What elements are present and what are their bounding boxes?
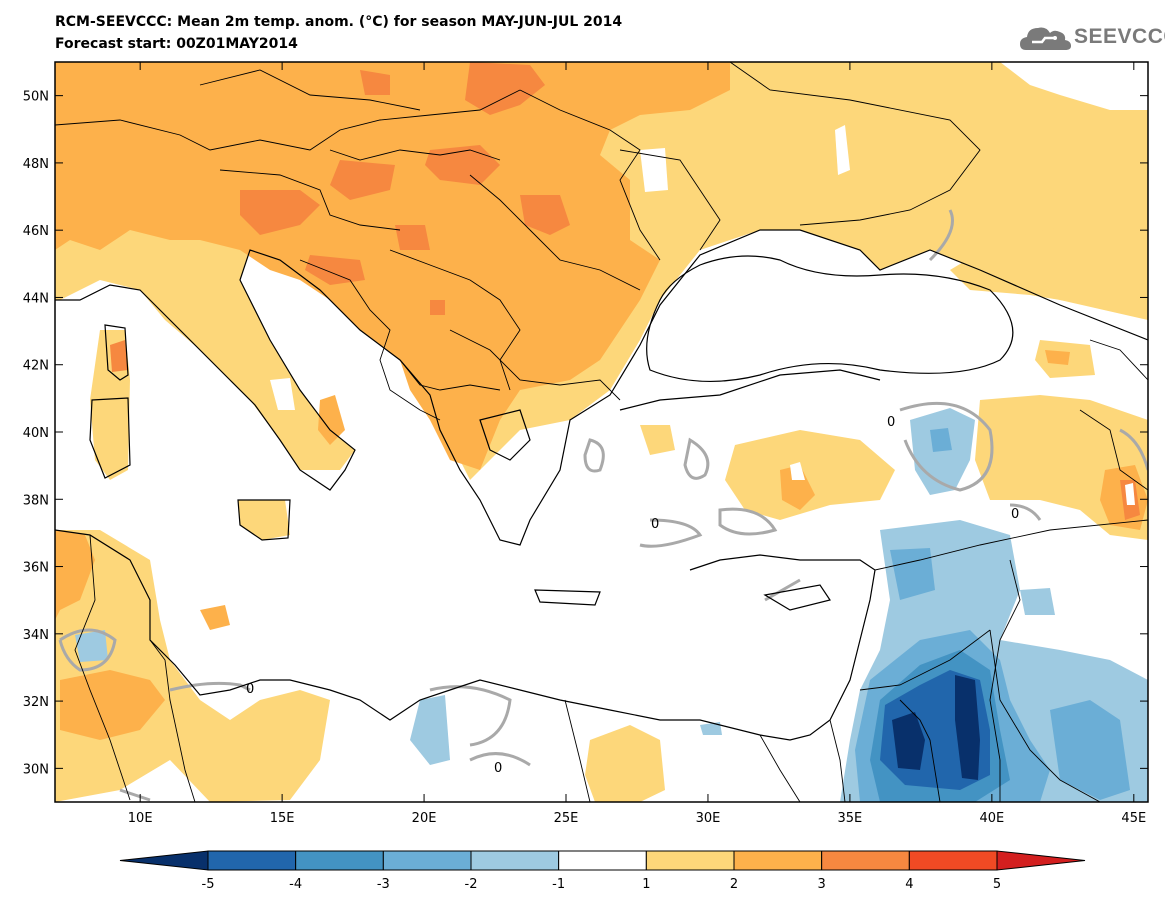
lat-tick-label: 30N bbox=[23, 762, 49, 777]
colorbar-over-triangle bbox=[996, 850, 1086, 871]
longitude-axis: 10E 15E 20E 25E 30E 35E 40E 45E bbox=[128, 62, 1146, 826]
colorbar-label: 4 bbox=[905, 877, 913, 892]
svg-text:0: 0 bbox=[246, 682, 254, 697]
map-field: 0 0 0 0 0 bbox=[55, 62, 1148, 802]
colorbar-segment bbox=[295, 850, 384, 871]
colorbar-label: -5 bbox=[202, 877, 215, 892]
lat-tick-label: 42N bbox=[23, 359, 49, 374]
colorbar-segment bbox=[470, 850, 560, 871]
latitude-axis: 50N 48N 46N 44N 42N 40N 38N 36N 34N 32N 30N bbox=[23, 90, 1148, 777]
svg-text:0: 0 bbox=[887, 415, 895, 430]
lat-tick-label: 50N bbox=[23, 90, 49, 105]
zero-contours bbox=[58, 209, 1148, 802]
lat-tick-label: 48N bbox=[23, 157, 49, 172]
lon-tick-label: 10E bbox=[128, 811, 153, 826]
colorbar-segment bbox=[821, 850, 910, 871]
map-title: RCM-SEEVCCC: Mean 2m temp. anom. (°C) fo… bbox=[55, 14, 623, 30]
lon-tick-label: 25E bbox=[554, 811, 579, 826]
lon-tick-label: 20E bbox=[412, 811, 437, 826]
seevccc-logo: SEEVCCC bbox=[1018, 20, 1165, 60]
lon-tick-label: 30E bbox=[696, 811, 721, 826]
forecast-start-subtitle: Forecast start: 00Z01MAY2014 bbox=[55, 36, 298, 52]
colorbar-label: 2 bbox=[730, 877, 738, 892]
lat-tick-label: 36N bbox=[23, 561, 49, 576]
lat-tick-label: 44N bbox=[23, 291, 49, 306]
svg-text:0: 0 bbox=[651, 517, 659, 532]
country-borders bbox=[55, 62, 1148, 802]
colorbar-segment bbox=[558, 850, 647, 871]
colorbar-segment bbox=[207, 850, 297, 871]
colorbar-label: 1 bbox=[642, 877, 650, 892]
lon-tick-label: 40E bbox=[979, 811, 1004, 826]
colorbar-segment bbox=[733, 850, 823, 871]
lat-tick-label: 32N bbox=[23, 695, 49, 710]
zero-contour-labels: 0 0 0 0 0 bbox=[246, 415, 1019, 776]
lon-tick-label: 15E bbox=[270, 811, 295, 826]
lat-tick-label: 38N bbox=[23, 493, 49, 508]
colorbar-label: -4 bbox=[289, 877, 302, 892]
colorbar-under-triangle bbox=[119, 850, 209, 871]
anomaly-3-to-4-areas bbox=[110, 62, 1148, 520]
lon-tick-label: 45E bbox=[1121, 811, 1146, 826]
anomaly-below-minus-5-areas bbox=[892, 675, 980, 780]
svg-text:0: 0 bbox=[494, 761, 502, 776]
colorbar-label: 3 bbox=[818, 877, 826, 892]
near-zero-holes bbox=[270, 62, 1148, 505]
colorbar-label: 5 bbox=[993, 877, 1001, 892]
colorbar-segment bbox=[382, 850, 472, 871]
colorbar-label: -3 bbox=[377, 877, 390, 892]
colorbar: -5 -4 -3 -2 -1 1 2 3 4 5 bbox=[119, 850, 1086, 892]
colorbar-label: -2 bbox=[465, 877, 478, 892]
svg-text:0: 0 bbox=[1011, 507, 1019, 522]
colorbar-segment bbox=[908, 850, 998, 871]
cloud-logo-icon bbox=[1020, 27, 1071, 50]
colorbar-label: -1 bbox=[552, 877, 565, 892]
colorbar-segment bbox=[645, 850, 735, 871]
lat-tick-label: 34N bbox=[23, 628, 49, 643]
lat-tick-label: 46N bbox=[23, 224, 49, 239]
lat-tick-label: 40N bbox=[23, 426, 49, 441]
lon-tick-label: 35E bbox=[838, 811, 863, 826]
